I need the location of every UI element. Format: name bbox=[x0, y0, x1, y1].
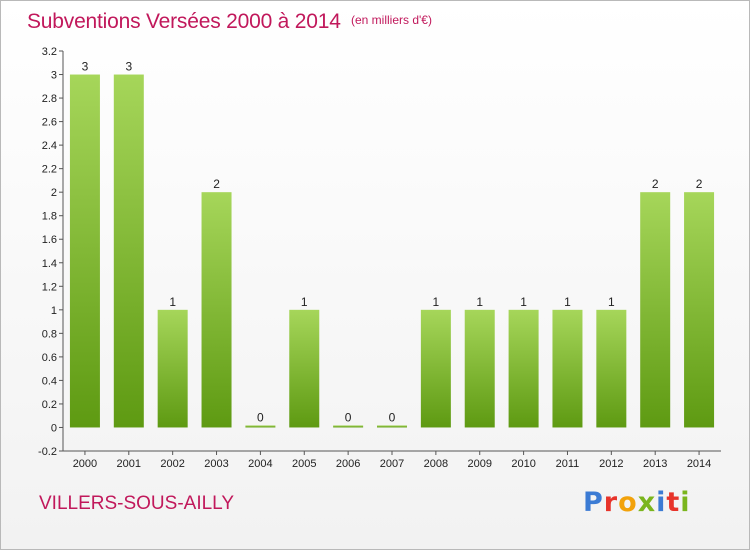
x-tick-label-2009: 2009 bbox=[467, 458, 491, 470]
data-label-2000: 3 bbox=[82, 60, 89, 74]
bars bbox=[69, 74, 715, 428]
logo-letter: x bbox=[637, 487, 657, 518]
y-tick-label: 0.2 bbox=[42, 399, 57, 411]
bar-2009 bbox=[464, 309, 495, 428]
x-tick-label-2004: 2004 bbox=[248, 458, 272, 470]
bar-2011 bbox=[552, 309, 583, 428]
logo-letter: P bbox=[583, 487, 604, 518]
axes: -0.2 0 0.2 0.4 0.6 0.8 1 1.2 1.4 1.6 1.8 2 2.2 2.4 2.6… bbox=[38, 46, 721, 470]
y-tick-label: 2 bbox=[51, 187, 57, 199]
logo-letter: o bbox=[618, 487, 638, 518]
x-tick-label-2014: 2014 bbox=[687, 458, 711, 470]
bar-2006 bbox=[333, 425, 364, 428]
bar-2007 bbox=[377, 425, 407, 428]
y-tick-label: 1 bbox=[51, 305, 57, 317]
data-label-2009: 1 bbox=[476, 295, 483, 309]
bar-2001 bbox=[113, 74, 144, 428]
y-tick-label: 2.4 bbox=[42, 140, 57, 152]
bar-2012 bbox=[596, 309, 627, 428]
logo-letter: t bbox=[666, 487, 681, 518]
data-label-2014: 2 bbox=[696, 177, 703, 191]
x-tick-label-2000: 2000 bbox=[73, 458, 97, 470]
bar-2014 bbox=[684, 192, 715, 428]
proxiti-logo: Proxiti bbox=[583, 487, 691, 518]
data-label-2007: 0 bbox=[389, 410, 396, 424]
bar-2000 bbox=[69, 74, 100, 428]
data-label-2010: 1 bbox=[520, 295, 527, 309]
y-tick-label: 3 bbox=[51, 70, 57, 82]
x-tick-label-2011: 2011 bbox=[556, 458, 580, 470]
logo-letter: r bbox=[603, 487, 619, 518]
data-label-2004: 0 bbox=[257, 410, 264, 424]
y-tick-label: 2.8 bbox=[42, 93, 57, 105]
data-label-2002: 1 bbox=[169, 295, 176, 309]
x-tick-label-2003: 2003 bbox=[204, 458, 228, 470]
bar-2004 bbox=[245, 425, 276, 428]
x-tick-label-2008: 2008 bbox=[424, 458, 448, 470]
y-tick-label: 2.2 bbox=[42, 164, 57, 176]
data-label-2012: 1 bbox=[608, 295, 615, 309]
bar-chart: -0.2 0 0.2 0.4 0.6 0.8 1 1.2 1.4 1.6 1.8 2 2.2 2.4 2.6… bbox=[38, 46, 721, 470]
y-tick-label: 1.8 bbox=[42, 211, 57, 223]
x-tick-label-2007: 2007 bbox=[380, 458, 404, 470]
data-labels: 3 3 1 2 0 1 0 0 1 1 1 1 1 2 2 bbox=[82, 60, 703, 425]
bar-2008 bbox=[420, 309, 451, 428]
x-tick-label-2013: 2013 bbox=[643, 458, 667, 470]
bar-2010 bbox=[508, 309, 539, 428]
y-tick-label: -0.2 bbox=[38, 446, 57, 458]
data-label-2001: 3 bbox=[125, 60, 132, 74]
bar-2003 bbox=[201, 192, 232, 428]
x-tick-label-2006: 2006 bbox=[336, 458, 360, 470]
logo-letter: i bbox=[680, 487, 691, 518]
y-tick-label: 0 bbox=[51, 422, 57, 434]
data-label-2005: 1 bbox=[301, 295, 308, 309]
x-tick-label-2012: 2012 bbox=[599, 458, 623, 470]
x-tick-label-2010: 2010 bbox=[511, 458, 535, 470]
y-tick-label: 2.6 bbox=[42, 117, 57, 129]
y-tick-label: 1.2 bbox=[42, 281, 57, 293]
bar-2005 bbox=[289, 309, 320, 428]
chart-title: Subventions Versées 2000 à 2014 bbox=[27, 10, 341, 33]
y-tick-label: 1.4 bbox=[42, 258, 57, 270]
bar-2013 bbox=[640, 192, 671, 428]
data-label-2006: 0 bbox=[345, 410, 352, 424]
x-tick-label-2002: 2002 bbox=[160, 458, 184, 470]
commune-name: VILLERS-SOUS-AILLY bbox=[39, 493, 235, 514]
data-label-2008: 1 bbox=[433, 295, 440, 309]
logo-letter: i bbox=[656, 487, 667, 518]
data-label-2013: 2 bbox=[652, 177, 659, 191]
y-tick-label: 0.6 bbox=[42, 352, 57, 364]
bar-2002 bbox=[157, 309, 188, 428]
unit-label: (en milliers d'€) bbox=[351, 13, 432, 27]
y-tick-label: 0.8 bbox=[42, 328, 57, 340]
y-tick-label: 0.4 bbox=[42, 375, 57, 387]
data-label-2003: 2 bbox=[213, 177, 220, 191]
x-tick-label-2005: 2005 bbox=[292, 458, 316, 470]
y-tick-label: 1.6 bbox=[42, 234, 57, 246]
data-label-2011: 1 bbox=[564, 295, 571, 309]
x-tick-label-2001: 2001 bbox=[117, 458, 141, 470]
y-tick-label: 3.2 bbox=[42, 46, 57, 58]
